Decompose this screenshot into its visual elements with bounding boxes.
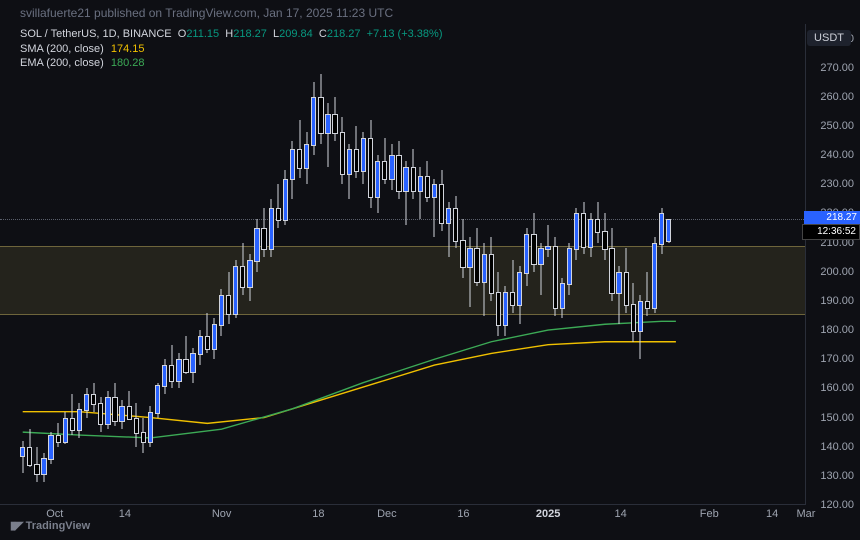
x-tick-label: 2025 <box>536 508 560 520</box>
y-axis: 120.00130.00140.00150.00160.00170.00180.… <box>805 24 860 505</box>
x-tick-label: 18 <box>312 508 324 520</box>
tradingview-logo: ▮◤ TradingView <box>10 519 90 532</box>
y-tick-label: 160.00 <box>820 382 854 394</box>
y-tick-label: 200.00 <box>820 266 854 278</box>
ohlc-info: SOL / TetherUS, 1D, BINANCE O211.15 H218… <box>20 28 443 40</box>
support-zone <box>0 246 806 315</box>
y-tick-label: 180.00 <box>820 324 854 336</box>
y-tick-label: 130.00 <box>820 470 854 482</box>
sma-indicator: SMA (200, close) 174.15 <box>20 43 144 55</box>
x-tick-label: 14 <box>766 508 778 520</box>
x-axis: Oct14Nov18Dec16202514Feb14Mar <box>0 504 806 525</box>
y-tick-label: 240.00 <box>820 149 854 161</box>
ema-value: 180.28 <box>111 57 145 69</box>
unit-badge: USDT <box>807 30 851 46</box>
x-tick-label: 14 <box>119 508 131 520</box>
ema-indicator: EMA (200, close) 180.28 <box>20 57 144 69</box>
y-tick-label: 270.00 <box>820 62 854 74</box>
y-tick-label: 190.00 <box>820 295 854 307</box>
y-tick-label: 120.00 <box>820 499 854 511</box>
x-tick-label: 16 <box>457 508 469 520</box>
published-header: svillafuerte21 published on TradingView.… <box>20 6 393 20</box>
y-tick-label: 150.00 <box>820 412 854 424</box>
y-tick-label: 250.00 <box>820 120 854 132</box>
x-tick-label: Nov <box>212 508 232 520</box>
chart-plot-area[interactable] <box>0 24 806 505</box>
x-tick-label: 14 <box>614 508 626 520</box>
price-hline <box>0 219 806 220</box>
y-tick-label: 170.00 <box>820 353 854 365</box>
pair-label: SOL / TetherUS, 1D, BINANCE <box>20 28 172 40</box>
x-tick-label: Dec <box>377 508 397 520</box>
last-price-tag: 218.27 <box>804 211 860 225</box>
countdown-tag: 12:36:52 <box>802 224 860 240</box>
x-tick-label: Feb <box>700 508 719 520</box>
y-tick-label: 230.00 <box>820 178 854 190</box>
y-tick-label: 140.00 <box>820 441 854 453</box>
sma-value: 174.15 <box>111 43 145 55</box>
y-tick-label: 260.00 <box>820 91 854 103</box>
x-tick-label: Mar <box>797 508 816 520</box>
